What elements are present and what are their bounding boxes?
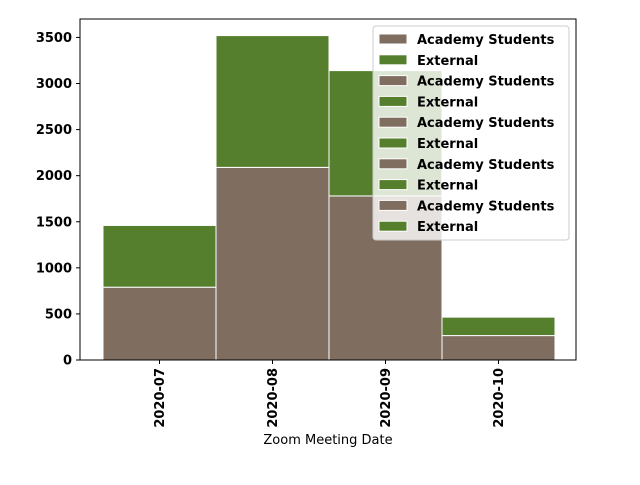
legend-swatch <box>378 95 408 107</box>
y-tick-label: 1500 <box>36 215 72 230</box>
x-axis-label: Zoom Meeting Date <box>263 433 392 448</box>
legend-swatch <box>378 75 408 87</box>
legend-label: Academy Students <box>417 75 555 90</box>
bar-academy-students-2020-10 <box>441 335 556 361</box>
legend-swatch <box>378 199 408 211</box>
legend-swatch <box>378 54 408 66</box>
x-axis: 2020-07 2020-08 2020-09 2020-10 <box>153 360 507 428</box>
bar-academy-students-2020-07 <box>102 286 217 361</box>
legend-swatch <box>378 158 408 170</box>
legend-label: External <box>417 137 478 152</box>
y-tick-label: 3000 <box>36 77 72 92</box>
y-tick-label: 1000 <box>36 261 72 276</box>
x-tick-label: 2020-07 <box>153 368 168 428</box>
bar-external-2020-07 <box>102 224 217 288</box>
y-tick-label: 3500 <box>36 31 72 46</box>
x-tick-label: 2020-08 <box>266 368 281 428</box>
legend-swatch <box>378 116 408 128</box>
y-axis: 0 500 1000 1500 2000 2500 3000 3500 <box>36 31 80 369</box>
legend-swatch <box>378 137 408 149</box>
plot-frame <box>79 18 577 361</box>
legend-label: External <box>417 179 478 194</box>
bar-external-2020-08 <box>215 35 330 168</box>
legend-label: External <box>417 54 478 69</box>
x-tick-label: 2020-09 <box>379 368 394 428</box>
legend-label: External <box>417 95 478 110</box>
legend-label: Academy Students <box>417 116 555 131</box>
legend-label: External <box>417 220 478 235</box>
legend-label: Academy Students <box>417 33 555 48</box>
x-tick-label: 2020-10 <box>492 368 507 428</box>
legend-swatch <box>378 33 408 45</box>
legend-swatch <box>378 179 408 191</box>
y-tick-label: 2500 <box>36 123 72 138</box>
legend-swatch <box>378 220 408 232</box>
bar-academy-students-2020-08 <box>215 166 330 361</box>
legend-box <box>372 25 570 241</box>
y-tick-label: 0 <box>63 354 72 369</box>
y-tick-label: 500 <box>45 307 72 322</box>
legend-label: Academy Students <box>417 199 555 214</box>
legend-label: Academy Students <box>417 158 555 173</box>
legend: Academy Students External Academy Students… <box>372 25 570 241</box>
bar-external-2020-10 <box>441 316 556 337</box>
y-tick-label: 2000 <box>36 169 72 184</box>
